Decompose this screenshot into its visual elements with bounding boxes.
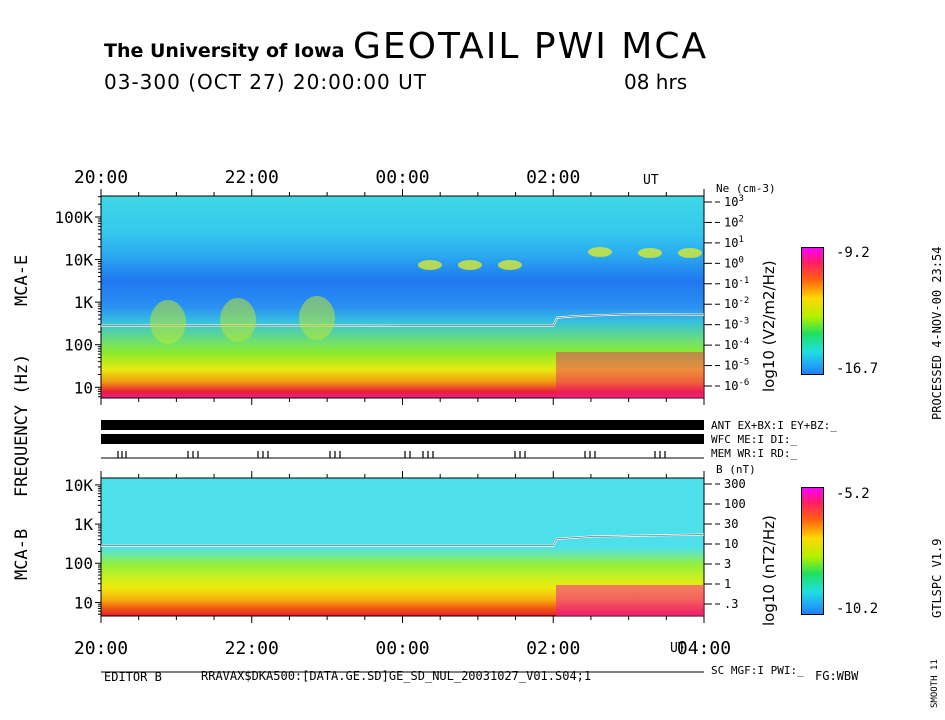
mca-e-emission-blob [220, 298, 256, 342]
mca-e-colorbar-label: log10 (V2/m2/Hz) [760, 260, 778, 392]
bottom-time-label: 20:00 [74, 638, 128, 659]
mca-e-right-label: 102 [724, 214, 744, 229]
mca-e-ytick-label: 100K [54, 208, 93, 227]
smooth-label: SMOOTH 11 [930, 659, 940, 708]
mca-e-ytick-label: 1K [74, 293, 94, 312]
mca-e-colorbar-min: -16.7 [836, 361, 879, 377]
mca-b-label: MCA-B [12, 528, 32, 580]
top-time-label: 22:00 [225, 167, 279, 188]
ne-axis-label: Ne (cm-3) [716, 182, 776, 195]
mca-e-right-label: 101 [724, 235, 744, 250]
plot-title: GEOTAIL PWI MCA [353, 26, 709, 67]
bottom-time-label: 00:00 [375, 638, 429, 659]
version-label: GTLSPC V1.9 [930, 538, 944, 618]
mca-b-colorbar-min: -10.2 [836, 601, 879, 617]
mca-b-right-label: 10 [724, 537, 738, 551]
mca-e-ytick-label: 10K [64, 251, 93, 270]
mca-e-right-label: 103 [724, 194, 744, 209]
mca-b-intensified-region [556, 585, 704, 616]
mca-e-label: MCA-E [12, 254, 32, 306]
mca-e-right-label: 100 [724, 255, 744, 270]
bottom-time-label: 22:00 [225, 638, 279, 659]
mca-e-emission-blob [498, 260, 522, 270]
mca-e-ytick-label: 10 [74, 378, 93, 397]
b-axis-label: B (nT) [716, 463, 756, 476]
mca-b-colorbar-label: log10 (nT2/Hz) [760, 515, 778, 626]
date-line: 03-300 (OCT 27) 20:00:00 UT [104, 70, 427, 94]
mca-e-right-label: 10-1 [724, 276, 749, 291]
ant-status: ANT EX+BX:I EY+BZ:_ [711, 419, 837, 432]
mca-e-colorbar [801, 247, 824, 375]
mca-e-emission-blob [150, 300, 186, 344]
ant-status-bar [101, 420, 704, 430]
sc-status: SC MGF:I PWI:_ [711, 664, 804, 677]
fg-label: FG:WBW [815, 669, 859, 683]
mca-b-right-label: 3 [724, 557, 731, 571]
mem-status: MEM WR:I RD:_ [711, 447, 798, 460]
mca-b-right-label: .3 [724, 597, 738, 611]
mca-e-right-label: 10-5 [724, 358, 749, 373]
bottom-time-label: 02:00 [526, 638, 580, 659]
bottom-time-label: 04:00 [677, 638, 731, 659]
mca-b-trace-outline [101, 534, 705, 547]
mca-e-emission-blob [418, 260, 442, 270]
mca-b-colorbar [801, 487, 824, 615]
mca-e-spectrogram [101, 196, 704, 398]
mca-e-emission-blob [638, 248, 662, 258]
top-time-label: 20:00 [74, 167, 128, 188]
mca-e-trace-outline [100, 313, 705, 326]
file-path: RRAVAX$DKA500:[DATA.GE.SD]GE_SD_NUL_2003… [201, 669, 592, 683]
top-time-label: 02:00 [526, 167, 580, 188]
mca-b-ytick-label: 1K [74, 515, 94, 534]
top-time-label: 00:00 [375, 167, 429, 188]
wfc-status-bar [101, 434, 704, 444]
mca-e-right-label: 10-2 [724, 296, 749, 311]
mca-b-colorbar-max: -5.2 [836, 486, 870, 502]
mca-e-colorbar-max: -9.2 [836, 245, 870, 261]
mca-e-right-label: 10-3 [724, 317, 749, 332]
mca-b-right-label: 30 [724, 517, 738, 531]
mca-e-emission-blob [299, 296, 335, 340]
mca-e-right-label: 10-6 [724, 378, 749, 393]
mca-e-emission-blob [458, 260, 482, 270]
ut-label-top: UT [643, 173, 659, 188]
mca-e-right-label: 10-4 [724, 337, 749, 352]
mca-b-ytick-label: 10K [64, 476, 93, 495]
mca-e-intensified-region [556, 352, 704, 398]
ut-label-bottom: UT [670, 641, 686, 656]
duration-label: 08 hrs [624, 70, 688, 94]
mca-b-right-label: 300 [724, 477, 746, 491]
mca-e-emission-blob [588, 247, 612, 257]
frequency-axis-label: FREQUENCY (Hz) [12, 353, 32, 497]
editor-label: EDITOR B [104, 670, 162, 684]
mca-b-ytick-label: 100 [64, 554, 93, 573]
mca-b-ytick-label: 10 [74, 593, 93, 612]
wfc-status: WFC ME:I DI:_ [711, 433, 798, 446]
processed-label: PROCESSED 4-NOV-00 23:54 [930, 246, 944, 420]
mca-e-ytick-label: 100 [64, 336, 93, 355]
mca-b-right-label: 100 [724, 497, 746, 511]
mca-b-right-label: 1 [724, 577, 731, 591]
institution-label: The University of Iowa [104, 40, 345, 62]
mca-e-emission-blob [678, 248, 702, 258]
mca-e-trace-line [100, 313, 705, 327]
